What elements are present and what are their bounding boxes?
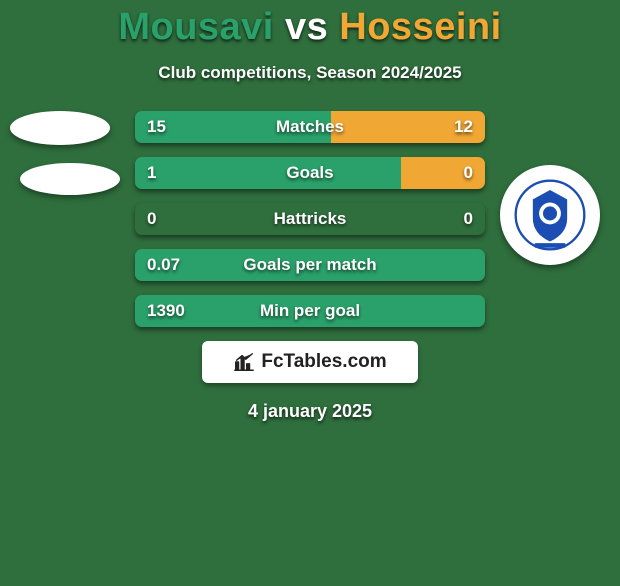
player-a-badge-1 [10,111,110,145]
stat-label: Goals [286,163,333,183]
brand-chart-icon [233,351,255,373]
stat-bar: 1 0 Goals [135,157,485,189]
brand-text: FcTables.com [261,351,386,373]
player-a-badge-2 [20,163,120,195]
comparison-arena: 15 12 Matches 1 0 Goals 0 0 Hattricks 0.07 Goals p… [0,111,620,422]
stat-bar: 15 12 Matches [135,111,485,143]
player-b-name: Hosseini [339,6,501,48]
stat-value-a: 15 [147,117,166,137]
stat-label: Goals per match [243,255,376,275]
stat-value-a: 0 [147,209,156,229]
stat-value-a: 1 [147,163,156,183]
brand-box: FcTables.com [202,341,418,383]
vs-separator: vs [285,6,328,48]
player-b-club-badge [500,165,600,265]
stat-bar-fill-a [135,157,401,189]
stat-bars: 15 12 Matches 1 0 Goals 0 0 Hattricks 0.07 Goals p… [135,111,485,327]
stat-bar: 0 0 Hattricks [135,203,485,235]
stat-label: Hattricks [274,209,347,229]
stat-bar: 0.07 Goals per match [135,249,485,281]
comparison-title: Mousavi vs Hosseini [0,6,620,49]
stat-value-b: 0 [464,209,473,229]
stat-value-a: 0.07 [147,255,180,275]
stat-value-a: 1390 [147,301,185,321]
player-a-name: Mousavi [118,6,274,48]
stat-bar: 1390 Min per goal [135,295,485,327]
subtitle: Club competitions, Season 2024/2025 [0,63,620,83]
club-crest-icon [511,176,589,254]
stat-value-b: 12 [454,117,473,137]
date-stamp: 4 january 2025 [0,401,620,422]
stat-label: Matches [276,117,344,137]
stat-label: Min per goal [260,301,360,321]
stat-value-b: 0 [464,163,473,183]
